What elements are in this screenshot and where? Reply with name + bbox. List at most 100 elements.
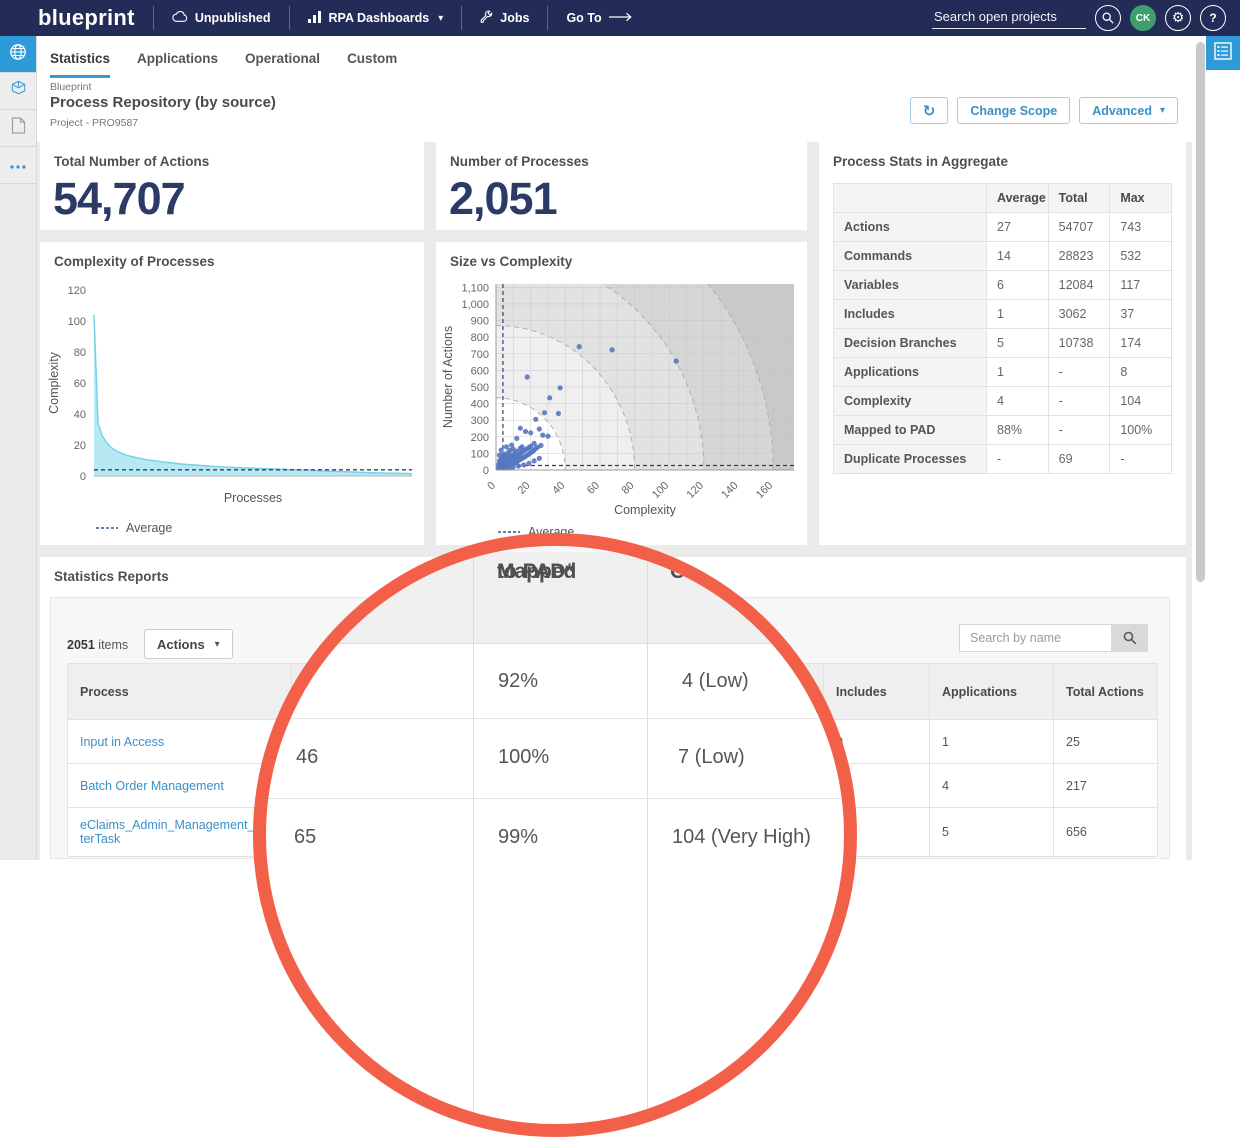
magnifier-overlay: Mapped to PAD* ▾ C 92% 4 (Low) 46 100% 7…: [253, 533, 857, 1137]
aggregate-row: Decision Branches510738174: [834, 329, 1172, 358]
svg-text:80: 80: [74, 347, 86, 359]
aggregate-value: 532: [1110, 242, 1172, 271]
scatter-chart-title: Size vs Complexity: [436, 242, 807, 269]
aggregate-row-label: Includes: [834, 300, 987, 329]
aggregate-value: 4: [987, 387, 1049, 416]
loupe-cell: 4 (Low): [682, 670, 749, 693]
process-cell: Input in Access: [68, 720, 292, 764]
refresh-icon: ↻: [923, 102, 936, 120]
aggregate-value: -: [987, 445, 1049, 474]
aggregate-table: AverageTotalMax Actions2754707743Command…: [833, 183, 1172, 474]
complexity-chart-card: Complexity of Processes 020406080100120P…: [40, 242, 424, 545]
size-vs-complexity-card: Size vs Complexity 010020030040050060070…: [436, 242, 807, 545]
svg-text:800: 800: [471, 332, 489, 344]
svg-text:120: 120: [685, 480, 706, 501]
help-button[interactable]: ?: [1200, 5, 1226, 31]
table-search-input[interactable]: [959, 624, 1111, 652]
global-search-input[interactable]: [932, 7, 1086, 29]
sidebar-item-document[interactable]: [0, 110, 36, 147]
aggregate-title: Process Stats in Aggregate: [819, 142, 1186, 169]
aggregate-row: Variables612084117: [834, 271, 1172, 300]
svg-text:200: 200: [471, 432, 489, 444]
svg-text:500: 500: [471, 382, 489, 394]
nav-item-go-to[interactable]: Go To: [566, 11, 632, 25]
loupe-cell: 46: [296, 746, 318, 769]
kpi-card-number-of-processes: Number of Processes 2,051: [436, 142, 807, 230]
settings-button[interactable]: ⚙: [1165, 5, 1191, 31]
svg-text:1,000: 1,000: [461, 299, 489, 311]
loupe-cell: 104 (Very High): [672, 826, 811, 849]
loupe-cell: 65: [294, 826, 316, 849]
reports-col-header[interactable]: Process: [68, 664, 292, 720]
aggregate-value: 37: [1110, 300, 1172, 329]
items-count: 2051 items: [67, 638, 128, 652]
sidebar-item-cube[interactable]: [0, 73, 36, 110]
process-link[interactable]: eClaims_Admin_Management_MasterTask: [80, 818, 278, 846]
aggregate-row: Duplicate Processes-69-: [834, 445, 1172, 474]
loupe-cell: 7 (Low): [678, 746, 745, 769]
breadcrumb[interactable]: Blueprint: [50, 81, 91, 93]
aggregate-col-header: [834, 184, 987, 213]
process-link[interactable]: Batch Order Management: [80, 779, 224, 793]
reports-cell-total_actions: 656: [1054, 808, 1158, 857]
table-search-button[interactable]: [1111, 624, 1148, 652]
aggregate-value: 28823: [1048, 242, 1110, 271]
panel-toggle-button[interactable]: [1206, 36, 1240, 70]
reports-col-header[interactable]: Applications: [930, 664, 1054, 720]
complexity-area-chart: 020406080100120ProcessesComplexityAverag…: [44, 274, 420, 542]
chevron-down-icon: ▾: [215, 639, 220, 650]
svg-text:120: 120: [68, 285, 86, 297]
svg-text:40: 40: [550, 480, 567, 497]
aggregate-row-label: Complexity: [834, 387, 987, 416]
nav-item-jobs[interactable]: Jobs: [480, 10, 529, 26]
svg-text:300: 300: [471, 415, 489, 427]
kpi-value-processes: 2,051: [449, 173, 807, 225]
nav-item-rpa-dashboards[interactable]: RPA Dashboards ▾: [308, 11, 444, 26]
aggregate-row-label: Commands: [834, 242, 987, 271]
svg-text:160: 160: [754, 480, 775, 501]
vertical-scrollbar[interactable]: [1196, 42, 1205, 582]
svg-text:Complexity: Complexity: [47, 351, 61, 414]
advanced-button[interactable]: Advanced ▾: [1079, 97, 1178, 124]
arrow-right-icon: [609, 11, 633, 25]
chevron-down-icon: ▾: [438, 13, 443, 24]
top-navbar: blueprint Unpublished RPA Dashboards ▾ J…: [0, 0, 1240, 36]
globe-icon: [9, 43, 27, 66]
loupe-row-divider: [266, 718, 844, 719]
change-scope-button[interactable]: Change Scope: [957, 97, 1070, 124]
aggregate-row: Mapped to PAD88%-100%: [834, 416, 1172, 445]
page-subtitle: Project - PRO9587: [50, 117, 138, 129]
aggregate-value: 1: [987, 358, 1049, 387]
svg-text:Processes: Processes: [224, 491, 282, 505]
reports-col-header[interactable]: Total Actions: [1054, 664, 1158, 720]
aggregate-value: 104: [1110, 387, 1172, 416]
tab-operational[interactable]: Operational: [245, 51, 320, 78]
process-link[interactable]: Input in Access: [80, 735, 164, 749]
tab-applications[interactable]: Applications: [137, 51, 218, 78]
nav-item-unpublished[interactable]: Unpublished: [172, 10, 271, 26]
aggregate-col-header: Max: [1110, 184, 1172, 213]
tab-statistics[interactable]: Statistics: [50, 51, 110, 78]
loupe-column-divider: [473, 546, 474, 1124]
search-button[interactable]: [1095, 5, 1121, 31]
aggregate-value: 27: [987, 213, 1049, 242]
svg-text:100: 100: [471, 448, 489, 460]
reports-cell-total_actions: 25: [1054, 720, 1158, 764]
aggregate-table-head: AverageTotalMax: [834, 184, 1172, 213]
sidebar-item-more[interactable]: [0, 147, 36, 184]
tab-custom[interactable]: Custom: [347, 51, 397, 78]
nav-label-unpublished: Unpublished: [195, 11, 271, 25]
svg-text:0: 0: [80, 471, 86, 483]
aggregate-row: Includes1306237: [834, 300, 1172, 329]
loupe-sort-caret-icon: ▾: [695, 550, 702, 565]
svg-text:20: 20: [74, 440, 86, 452]
actions-dropdown-button[interactable]: Actions ▾: [144, 629, 233, 659]
sidebar-item-globe[interactable]: [0, 36, 36, 73]
advanced-label: Advanced: [1092, 104, 1152, 118]
reports-col-header[interactable]: Includes: [824, 664, 930, 720]
aggregate-row: Complexity4-104: [834, 387, 1172, 416]
aggregate-col-header: Total: [1048, 184, 1110, 213]
avatar[interactable]: CK: [1130, 5, 1156, 31]
refresh-button[interactable]: ↻: [910, 97, 949, 124]
svg-text:60: 60: [585, 480, 602, 497]
